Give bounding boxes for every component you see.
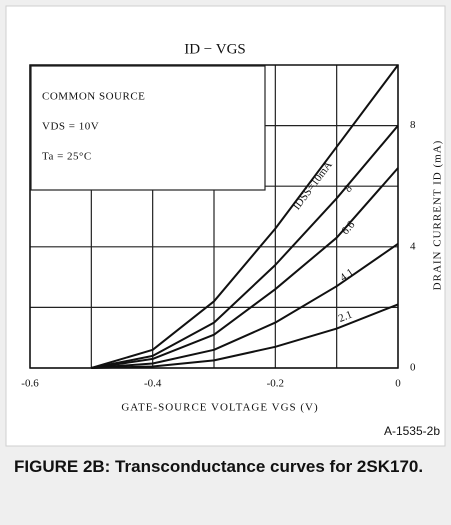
caption: FIGURE 2B: Transconductance curves for 2… <box>14 457 424 476</box>
curve <box>91 242 399 369</box>
curve <box>91 64 399 369</box>
figure-id: A-1535-2b <box>384 424 440 438</box>
annotation: Ta = 25°C <box>42 151 92 163</box>
x-tick-label: -0.2 <box>267 378 284 390</box>
note-box <box>30 65 266 191</box>
plot-border <box>29 64 399 369</box>
curve <box>91 167 399 369</box>
x-axis-label: GATE-SOURCE VOLTAGE VGS (V) <box>121 402 318 414</box>
x-tick-label: -0.6 <box>21 378 39 390</box>
curve <box>91 124 399 369</box>
annotation: VDS = 10V <box>42 121 99 133</box>
x-tick-label: 0 <box>395 378 401 390</box>
y-tick-label: 8 <box>410 119 416 131</box>
y-tick-label: 0 <box>410 362 416 374</box>
y-axis-label: DRAIN CURRENT ID (mA) <box>432 140 444 291</box>
y-tick-label: 4 <box>410 240 416 252</box>
chart-title: ID − VGS <box>184 41 246 57</box>
annotation: COMMON SOURCE <box>42 91 145 103</box>
curve <box>91 303 399 369</box>
x-tick-label: -0.4 <box>144 378 162 390</box>
series-label: 2.1 <box>337 309 354 325</box>
